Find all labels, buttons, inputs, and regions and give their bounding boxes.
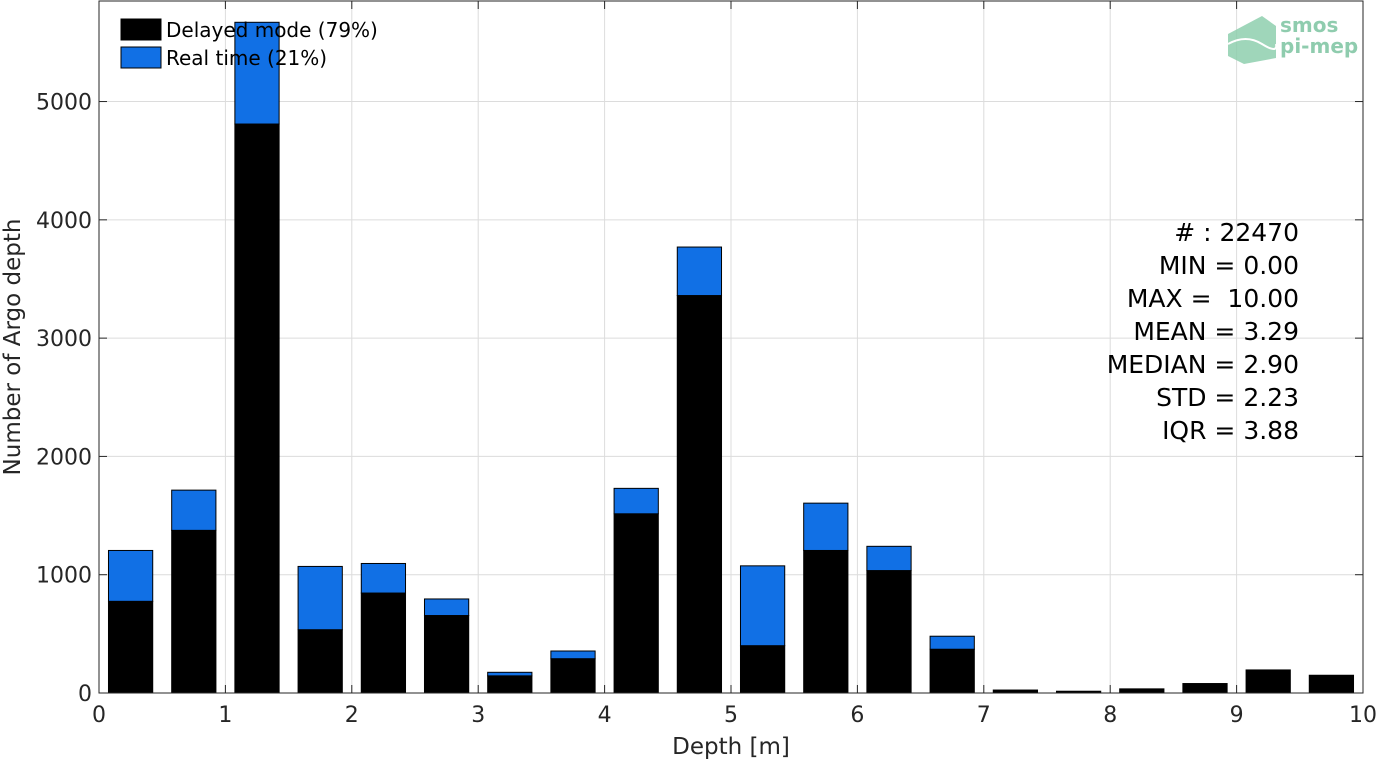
legend-label-delayed-mode: Delayed mode (79%) xyxy=(166,18,378,42)
bar-real-time xyxy=(739,565,786,647)
bar-delayed-mode xyxy=(171,529,217,694)
x-axis-title: Depth [m] xyxy=(672,734,790,760)
bar-real-time xyxy=(676,246,723,297)
logo-text-line2: pi-mep xyxy=(1280,34,1358,58)
y-tick-label: 4000 xyxy=(36,209,92,234)
bar-delayed-mode xyxy=(487,675,533,694)
x-tick-label: 9 xyxy=(1230,703,1244,728)
bar-delayed-mode xyxy=(1308,674,1355,694)
legend-swatch-delayed-mode xyxy=(120,18,162,41)
bar-delayed-mode xyxy=(1119,688,1165,694)
bar-delayed-mode xyxy=(929,648,975,694)
bar-real-time xyxy=(929,635,975,650)
bar-real-time xyxy=(107,549,154,602)
x-tick-label: 5 xyxy=(724,703,738,728)
y-axis-title: Number of Argo depth xyxy=(0,219,26,476)
x-tick-label: 4 xyxy=(598,703,612,728)
bar-delayed-mode xyxy=(676,295,723,694)
bar-real-time xyxy=(171,489,217,531)
y-tick-label: 3000 xyxy=(36,327,92,352)
x-tick-label: 1 xyxy=(218,703,232,728)
bar-delayed-mode xyxy=(1245,669,1291,694)
y-tick-label: 2000 xyxy=(36,445,92,470)
y-tick-label: 1000 xyxy=(36,564,92,589)
smos-pi-mep-logo: smos pi-mep xyxy=(1227,13,1358,64)
bar-delayed-mode xyxy=(423,615,470,694)
stats-line: STD = 2.23 xyxy=(1156,383,1299,412)
bar-delayed-mode xyxy=(234,123,280,694)
legend-swatch-real-time xyxy=(120,46,162,69)
statistics-box: # : 22470 MIN = 0.00 MAX = 10.00 MEAN = 3.2… xyxy=(1107,218,1299,445)
bar-delayed-mode xyxy=(1182,683,1228,694)
bars xyxy=(107,21,1355,694)
x-tick-label: 7 xyxy=(977,703,991,728)
stats-line: MAX = 10.00 xyxy=(1127,284,1299,313)
bar-real-time xyxy=(297,565,343,631)
bar-delayed-mode xyxy=(613,513,659,694)
stats-line: IQR = 3.88 xyxy=(1162,416,1299,445)
logo-text-line1: smos xyxy=(1280,13,1338,37)
bar-delayed-mode xyxy=(107,600,154,694)
bar-real-time xyxy=(803,502,849,551)
stats-line: MEAN = 3.29 xyxy=(1133,317,1299,346)
bar-delayed-mode xyxy=(866,570,912,694)
x-tick-label: 3 xyxy=(471,703,485,728)
legend: Delayed mode (79%) Real time (21%) xyxy=(120,18,378,70)
y-tick-label: 0 xyxy=(78,682,92,707)
x-tick-label: 8 xyxy=(1103,703,1117,728)
bar-real-time xyxy=(613,487,659,515)
bar-real-time xyxy=(487,671,533,677)
bar-delayed-mode xyxy=(297,629,343,694)
x-tick-label: 0 xyxy=(92,703,106,728)
bar-delayed-mode xyxy=(739,645,786,694)
bar-real-time xyxy=(550,650,596,660)
stats-line: MEDIAN = 2.90 xyxy=(1107,350,1299,379)
stats-line: MIN = 0.00 xyxy=(1159,251,1299,280)
x-tick-label: 6 xyxy=(850,703,864,728)
stats-line: # : 22470 xyxy=(1174,218,1299,247)
bar-real-time xyxy=(360,562,407,594)
y-tick-label: 5000 xyxy=(36,91,92,116)
x-tick-label: 10 xyxy=(1349,703,1377,728)
bar-real-time xyxy=(866,545,912,572)
x-tick-label: 2 xyxy=(345,703,359,728)
bar-real-time xyxy=(234,21,280,125)
bar-delayed-mode xyxy=(550,658,596,694)
axis-ticks: 0 1 2 3 4 5 6 7 8 9 10 0 1000 2000 3000 4000 5000 xyxy=(36,1,1377,728)
bar-delayed-mode xyxy=(360,592,407,694)
logo-wave-icon xyxy=(1227,38,1278,50)
bar-delayed-mode xyxy=(803,549,849,694)
bar-real-time xyxy=(423,598,470,617)
legend-label-real-time: Real time (21%) xyxy=(166,46,327,70)
